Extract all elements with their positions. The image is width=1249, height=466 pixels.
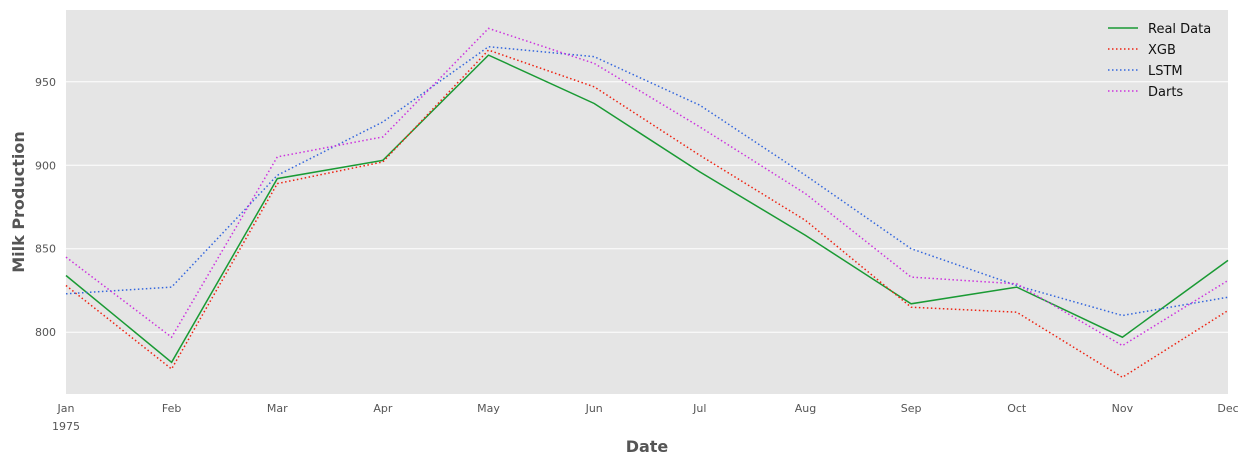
- legend-label: LSTM: [1148, 64, 1183, 79]
- series-line-real-data: [65, 54, 1229, 364]
- x-tick-label: Aug: [795, 402, 816, 415]
- legend-label: XGB: [1148, 43, 1176, 58]
- y-tick-label: 800: [35, 326, 56, 339]
- legend: Real Data XGB LSTM Darts: [1108, 22, 1211, 100]
- x-tick-label: Dec: [1217, 402, 1238, 415]
- x-tick-label: Feb: [162, 402, 181, 415]
- series-line-darts: [65, 27, 1229, 347]
- plot-area: [66, 10, 1228, 394]
- series-line-xgb: [65, 49, 1229, 379]
- legend-label: Real Data: [1148, 22, 1211, 37]
- y-tick-label: 850: [35, 243, 56, 256]
- x-tick-label: May: [477, 402, 500, 415]
- x-tick-label: Sep: [901, 402, 922, 415]
- x-tick-label: Oct: [1007, 402, 1027, 415]
- x-tick-label: Mar: [267, 402, 288, 415]
- x-tick-label: Jan: [57, 402, 75, 415]
- x-tick-label: Apr: [373, 402, 393, 415]
- y-tick-label: 950: [35, 76, 56, 89]
- x-tick-label: Jul: [692, 402, 706, 415]
- x-axis-ticks: Jan Feb Mar Apr May Jun Jul Aug Sep Oct Nov Dec: [57, 402, 1239, 415]
- legend-label: Darts: [1148, 85, 1183, 100]
- x-axis-title: Date: [626, 437, 669, 456]
- x-tick-label: Jun: [585, 402, 603, 415]
- series-lines: [65, 27, 1229, 379]
- y-tick-label: 900: [35, 159, 56, 172]
- gridlines: [66, 81, 1228, 333]
- y-axis-ticks: 800 850 900 950: [35, 76, 56, 339]
- x-year-label: 1975: [52, 420, 80, 433]
- x-tick-label: Nov: [1112, 402, 1134, 415]
- y-axis-title: Milk Production: [9, 131, 28, 273]
